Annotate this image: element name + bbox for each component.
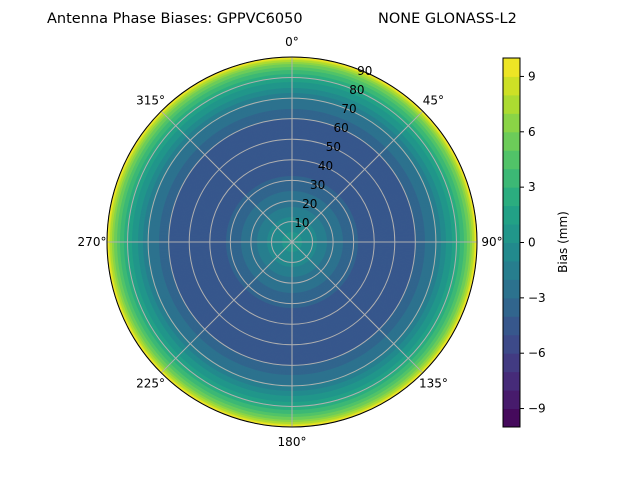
angular-gridline [160, 110, 293, 243]
radial-tick-label: 90 [357, 64, 372, 78]
colorbar-tick-label: 9 [528, 69, 536, 83]
radial-tick-label: 50 [326, 140, 341, 154]
colorbar-tick-label: 3 [528, 180, 536, 194]
radial-tick-label: 70 [341, 102, 356, 116]
colorbar-segment [503, 242, 520, 262]
angular-tick-labels: 0° 45° 90° 135° 180° 225° 270° 315° [78, 35, 503, 449]
angular-tick-label: 225° [136, 376, 165, 390]
angular-tick-label: 315° [136, 94, 165, 108]
colorbar-label: Bias (mm) [556, 211, 570, 273]
colorbar-segment [503, 334, 520, 354]
radial-tick-label: 40 [318, 159, 333, 173]
colorbar-segment [503, 279, 520, 299]
radial-tick-labels: 10 20 30 40 50 60 70 80 90 [294, 64, 372, 230]
radial-tick-label: 60 [334, 121, 349, 135]
colorbar-segment [503, 260, 520, 280]
colorbar-segment [503, 390, 520, 410]
radial-tick-label: 20 [302, 197, 317, 211]
colorbar-segment [503, 224, 520, 243]
colorbar-segment [503, 58, 520, 77]
colorbar-segment [503, 150, 520, 170]
colorbar-tick-label: −9 [528, 402, 546, 416]
colorbar-tick-label: 6 [528, 125, 536, 139]
radial-tick-label: 30 [310, 178, 325, 192]
colorbar-segment [503, 131, 520, 151]
colorbar-tick-label: −3 [528, 291, 546, 305]
colorbar-segment [503, 187, 520, 207]
angular-gridline [291, 110, 424, 243]
colorbar-segment [503, 371, 520, 391]
angular-tick-label: 45° [423, 94, 444, 108]
colorbar-segment [503, 408, 520, 428]
colorbar-segment [503, 76, 520, 96]
colorbar-segment [503, 168, 520, 188]
radial-tick-label: 10 [294, 216, 309, 230]
colorbar-segment [503, 113, 520, 133]
colorbar-segment [503, 205, 520, 225]
angular-tick-label: 0° [285, 35, 299, 49]
angular-tick-label: 90° [481, 235, 502, 249]
angular-gridline [160, 241, 293, 374]
polar-frame [106, 56, 478, 428]
angular-tick-label: 135° [419, 376, 448, 390]
colorbar-segment [503, 94, 520, 114]
colorbar-segment [503, 353, 520, 373]
colorbar-segment [503, 297, 520, 317]
title-left: Antenna Phase Biases: GPPVC6050 [47, 11, 303, 27]
angular-tick-label: 180° [278, 435, 307, 449]
title-right: NONE GLONASS-L2 [378, 11, 517, 27]
colorbar-tick-label: −6 [528, 346, 546, 360]
colorbar-tick-label: 0 [528, 236, 536, 250]
angular-gridline [291, 241, 424, 374]
colorbar: −9 −6 −3 0 3 6 9 [502, 57, 546, 428]
radial-tick-label: 80 [349, 83, 364, 97]
angular-tick-label: 270° [78, 235, 107, 249]
grid [106, 56, 478, 428]
colorbar-segment [503, 316, 520, 336]
